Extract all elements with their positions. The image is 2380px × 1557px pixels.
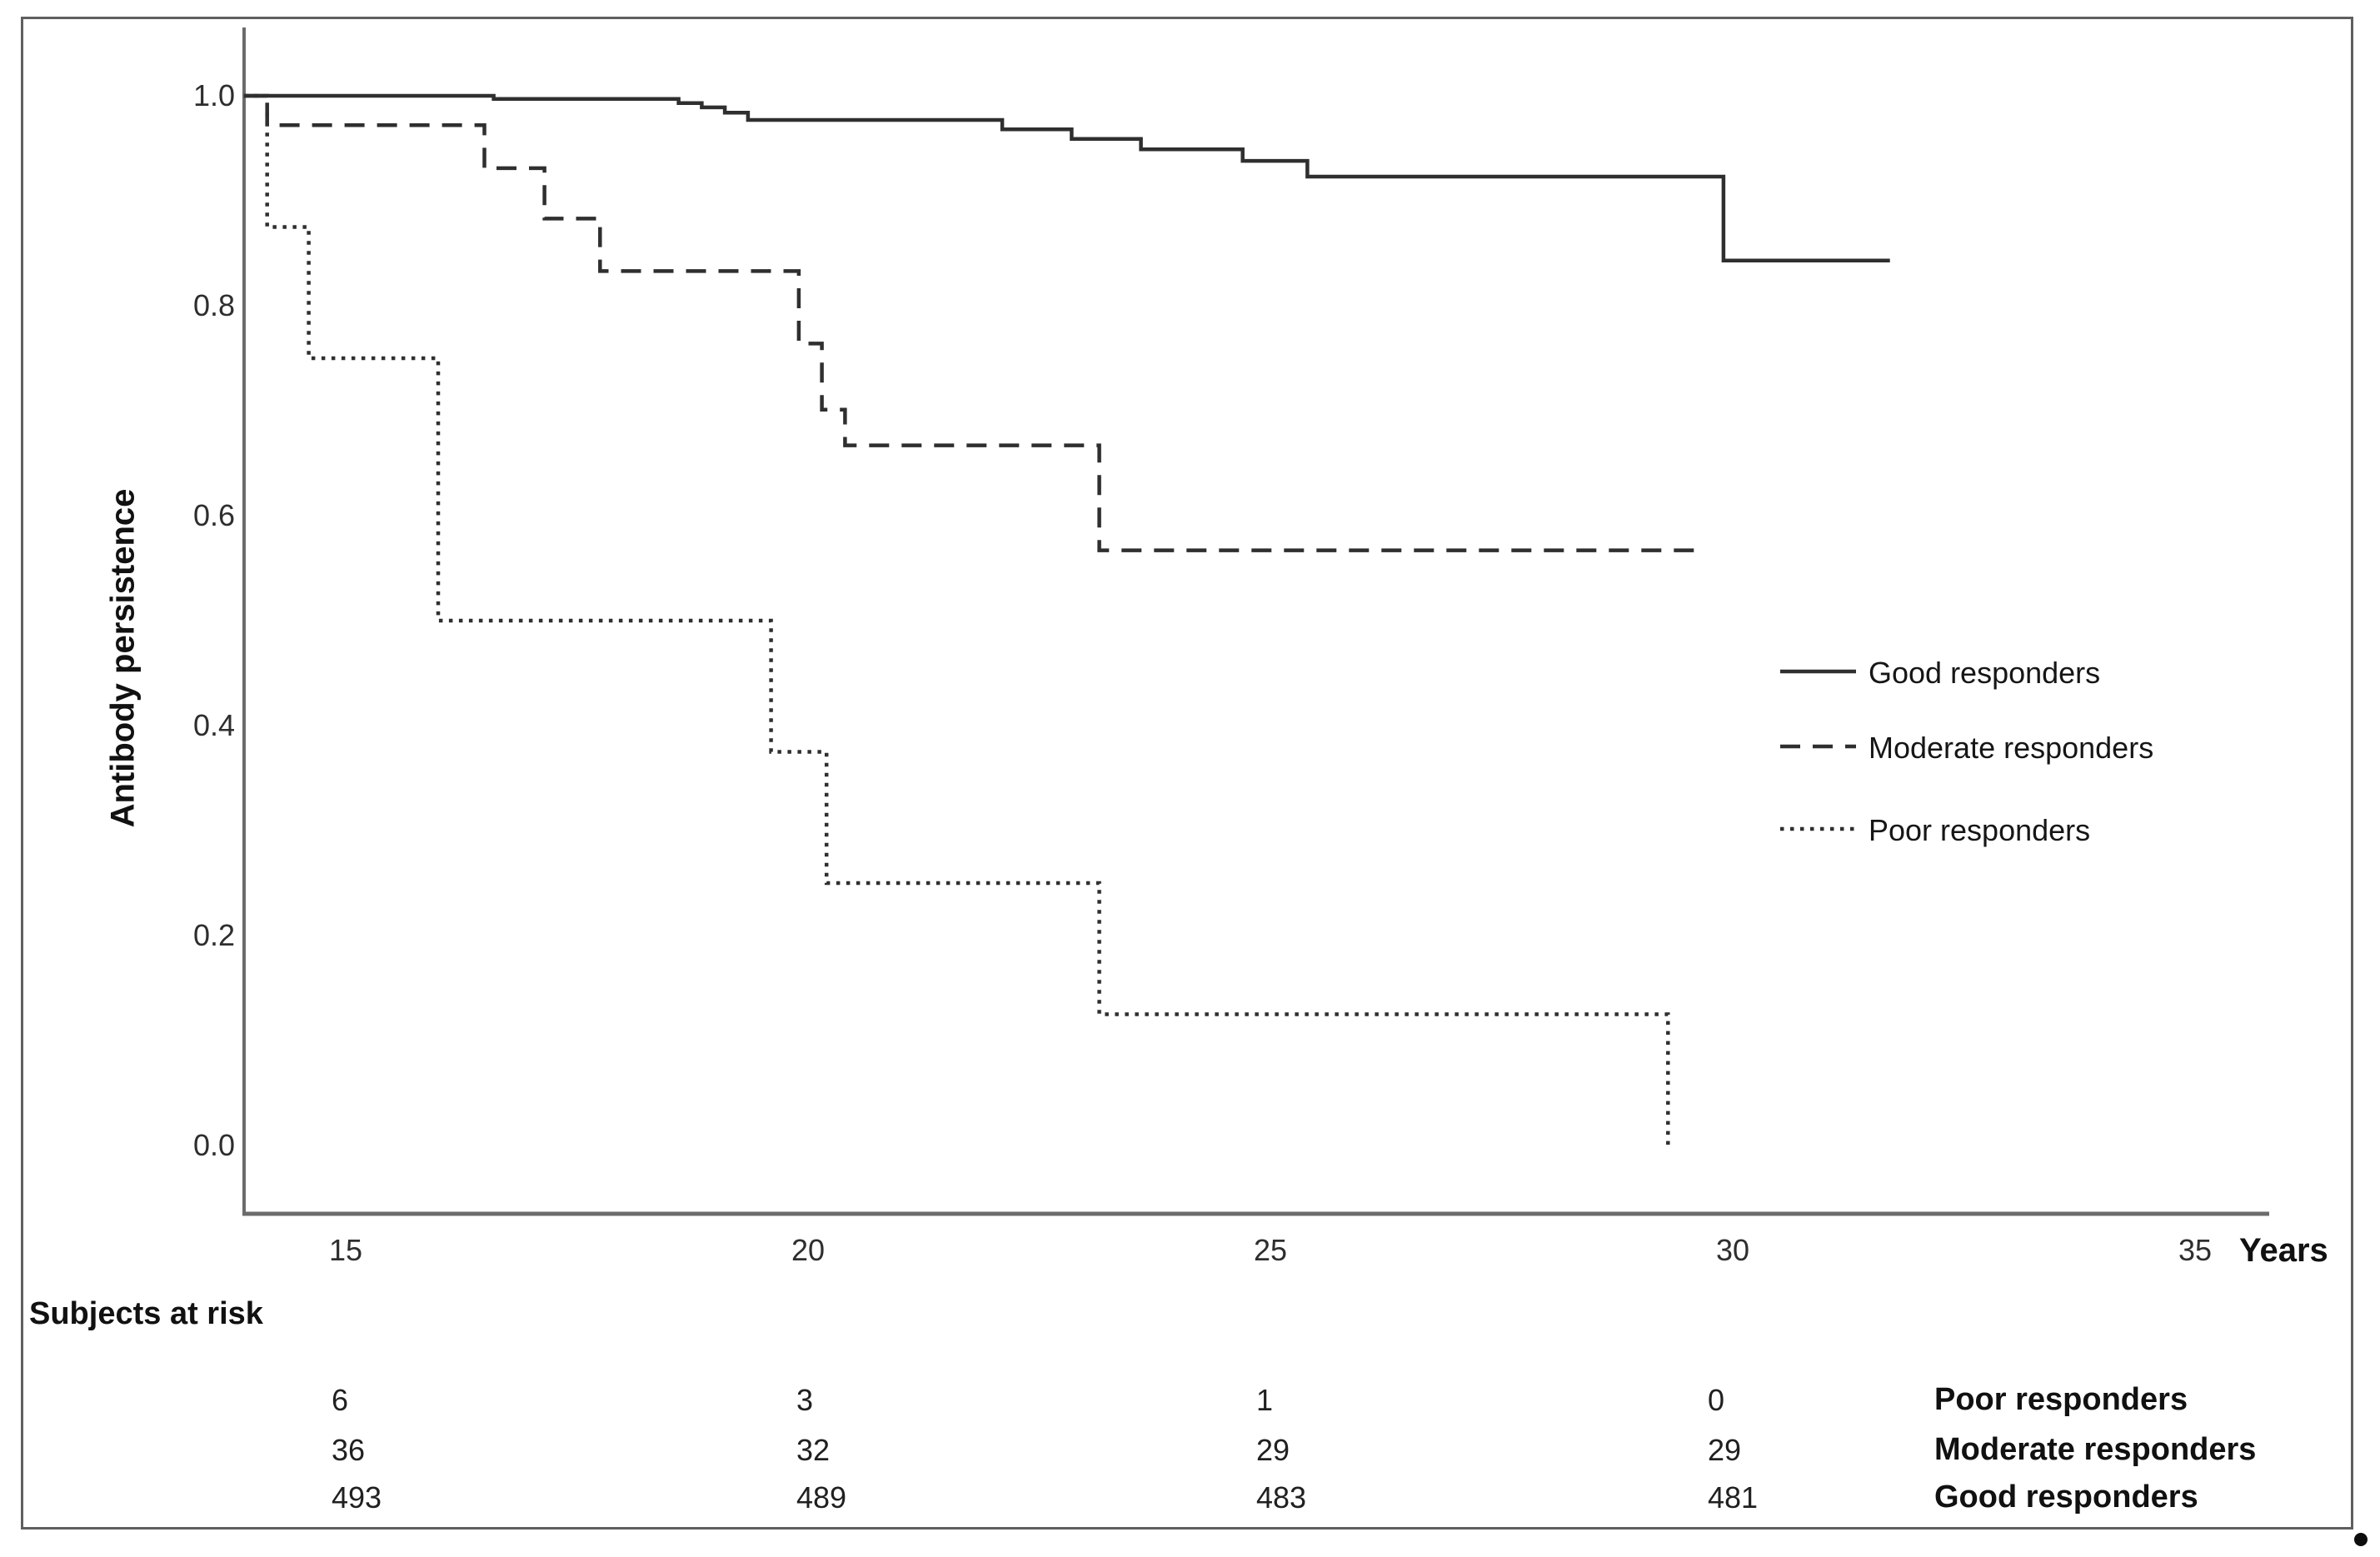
- risk-row-label-good: Good responders: [1934, 1480, 2198, 1515]
- legend-label-good: Good responders: [1869, 656, 2101, 690]
- legend-label-moderate: Moderate responders: [1869, 731, 2154, 765]
- curve-poor-responders: [243, 93, 1670, 1145]
- x-axis-title: Years: [2239, 1232, 2328, 1269]
- x-tick-label: 25: [1253, 1233, 1288, 1267]
- figure-border: [21, 17, 2353, 1530]
- curve-moderate-responders: [243, 93, 1696, 552]
- y-tick-label: 0.2: [192, 918, 235, 952]
- risk-count-cell: 29: [1256, 1433, 1290, 1467]
- curve-good-responders: [243, 93, 1890, 263]
- x-tick-label: 30: [1715, 1233, 1750, 1267]
- risk-count-cell: 3: [796, 1383, 814, 1417]
- risk-count-cell: 32: [796, 1433, 831, 1467]
- subjects-at-risk-title: Subjects at risk: [29, 1296, 263, 1331]
- risk-count-cell: 493: [332, 1480, 382, 1515]
- y-tick-label: 1.0: [192, 78, 235, 112]
- risk-count-cell: 483: [1256, 1480, 1307, 1515]
- y-tick-label: 0.6: [192, 498, 235, 532]
- x-tick-label: 20: [791, 1233, 826, 1267]
- x-tick-label: 15: [328, 1233, 363, 1267]
- risk-count-cell: 29: [1708, 1433, 1742, 1467]
- risk-row-label-poor: Poor responders: [1934, 1382, 2188, 1417]
- risk-count-cell: 6: [332, 1383, 349, 1417]
- y-tick-label: 0.4: [192, 708, 235, 742]
- risk-count-cell: 36: [332, 1433, 366, 1467]
- y-tick-label: 0.8: [192, 288, 235, 322]
- risk-count-cell: 489: [796, 1480, 847, 1515]
- legend-label-poor: Poor responders: [1869, 813, 2091, 847]
- caption-period-dot: [2354, 1533, 2368, 1546]
- risk-row-label-moderate: Moderate responders: [1934, 1432, 2257, 1467]
- risk-count-cell: 0: [1708, 1383, 1725, 1417]
- risk-count-cell: 481: [1708, 1480, 1759, 1515]
- y-axis-title: Antibody persistence: [104, 488, 142, 828]
- risk-count-cell: 1: [1256, 1383, 1274, 1417]
- y-tick-label: 0.0: [192, 1128, 235, 1162]
- x-tick-label: 35: [2178, 1233, 2213, 1267]
